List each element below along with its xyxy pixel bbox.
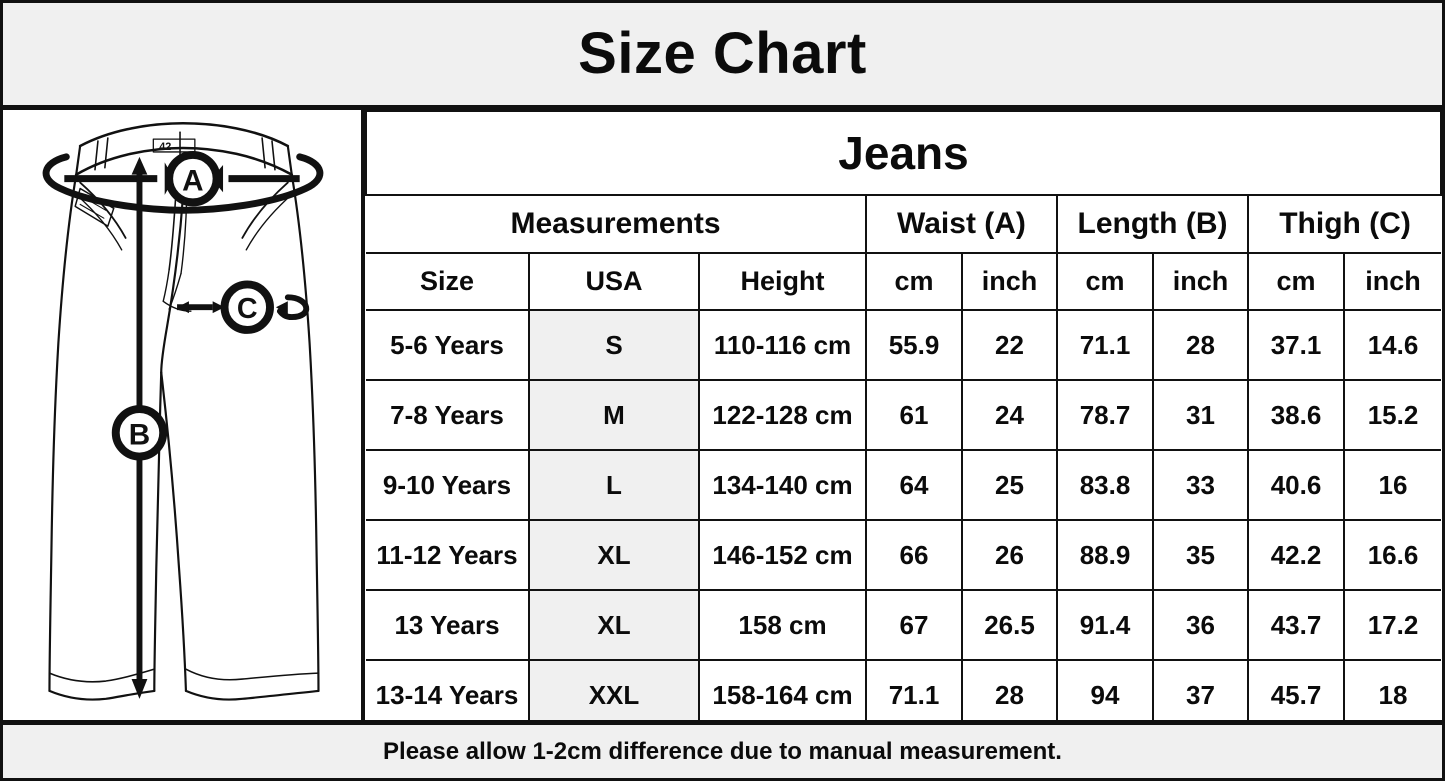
group-header-measurements: Measurements — [366, 194, 867, 254]
cell-thigh-cm: 42.2 — [1247, 519, 1345, 591]
cell-waist-inch: 26 — [961, 519, 1058, 591]
cell-usa: XL — [528, 589, 700, 661]
group-header-length: Length (B) — [1056, 194, 1249, 254]
cell-usa: M — [528, 379, 700, 451]
cell-thigh-cm: 43.7 — [1247, 589, 1345, 661]
cell-waist-inch: 24 — [961, 379, 1058, 451]
cell-size: 13 Years — [366, 589, 530, 661]
table-row: 13 Years XL 158 cm 67 26.5 91.4 36 43.7 … — [366, 589, 1442, 661]
column-header-usa: USA — [528, 252, 700, 311]
cell-waist-cm: 64 — [865, 449, 963, 521]
cell-length-inch: 36 — [1152, 589, 1249, 661]
cell-size: 7-8 Years — [366, 379, 530, 451]
cell-length-inch: 33 — [1152, 449, 1249, 521]
cell-waist-cm: 66 — [865, 519, 963, 591]
product-title-row: Jeans — [364, 110, 1443, 196]
marker-a-label: A — [182, 165, 203, 198]
cell-size: 13-14 Years — [366, 659, 530, 730]
cell-height: 146-152 cm — [698, 519, 867, 591]
jeans-diagram-icon: 42 A B — [42, 121, 324, 701]
table-row: 7-8 Years M 122-128 cm 61 24 78.7 31 38.… — [366, 379, 1442, 451]
cell-height: 122-128 cm — [698, 379, 867, 451]
marker-b-label: B — [129, 419, 150, 452]
footer-note-bar: Please allow 1-2cm difference due to man… — [3, 720, 1442, 778]
column-header-thigh-cm: cm — [1247, 252, 1345, 311]
marker-c-group: C — [177, 280, 310, 334]
group-header-waist: Waist (A) — [865, 194, 1058, 254]
cell-thigh-inch: 16.6 — [1342, 519, 1442, 591]
cell-thigh-inch: 17.2 — [1342, 589, 1442, 661]
cell-length-cm: 88.9 — [1056, 519, 1154, 591]
cell-length-inch: 37 — [1152, 659, 1249, 730]
measurements-table-panel: Jeans Measurements Waist (A) Length (B) … — [364, 110, 1443, 730]
cell-length-cm: 71.1 — [1056, 309, 1154, 381]
column-header-length-cm: cm — [1056, 252, 1154, 311]
size-table: Jeans Measurements Waist (A) Length (B) … — [364, 110, 1443, 730]
cell-length-inch: 31 — [1152, 379, 1249, 451]
column-header-thigh-inch: inch — [1342, 252, 1442, 311]
marker-c-label: C — [237, 293, 258, 325]
cell-usa: S — [528, 309, 700, 381]
column-header-waist-cm: cm — [865, 252, 963, 311]
column-header-waist-inch: inch — [961, 252, 1058, 311]
column-header-size: Size — [366, 252, 530, 311]
column-header-height: Height — [698, 252, 867, 311]
cell-thigh-cm: 40.6 — [1247, 449, 1345, 521]
cell-length-cm: 83.8 — [1056, 449, 1154, 521]
page-title: Size Chart — [578, 21, 867, 86]
sub-header-row: Size USA Height cm inch cm inch cm inch — [366, 252, 1442, 311]
cell-waist-inch: 22 — [961, 309, 1058, 381]
cell-thigh-inch: 16 — [1342, 449, 1442, 521]
cell-size: 11-12 Years — [366, 519, 530, 591]
cell-length-inch: 28 — [1152, 309, 1249, 381]
footer-note: Please allow 1-2cm difference due to man… — [383, 737, 1062, 765]
chart-title-bar: Size Chart — [3, 3, 1442, 110]
column-header-length-inch: inch — [1152, 252, 1249, 311]
cell-size: 9-10 Years — [366, 449, 530, 521]
cell-length-inch: 35 — [1152, 519, 1249, 591]
cell-thigh-cm: 45.7 — [1247, 659, 1345, 730]
cell-thigh-cm: 37.1 — [1247, 309, 1345, 381]
cell-thigh-inch: 15.2 — [1342, 379, 1442, 451]
cell-usa: L — [528, 449, 700, 521]
marker-b-group: B — [111, 156, 168, 699]
table-row: 13-14 Years XXL 158-164 cm 71.1 28 94 37… — [366, 659, 1442, 730]
cell-waist-cm: 67 — [865, 589, 963, 661]
table-row: 5-6 Years S 110-116 cm 55.9 22 71.1 28 3… — [366, 309, 1442, 381]
group-header-row: Measurements Waist (A) Length (B) Thigh … — [366, 194, 1442, 254]
cell-length-cm: 94 — [1056, 659, 1154, 730]
table-row: 11-12 Years XL 146-152 cm 66 26 88.9 35 … — [366, 519, 1442, 591]
cell-usa: XXL — [528, 659, 700, 730]
cell-height: 134-140 cm — [698, 449, 867, 521]
cell-waist-cm: 55.9 — [865, 309, 963, 381]
cell-waist-cm: 71.1 — [865, 659, 963, 730]
cell-length-cm: 78.7 — [1056, 379, 1154, 451]
cell-waist-inch: 25 — [961, 449, 1058, 521]
cell-height: 158 cm — [698, 589, 867, 661]
cell-thigh-cm: 38.6 — [1247, 379, 1345, 451]
chart-body: 42 A B — [3, 110, 1443, 730]
cell-waist-inch: 28 — [961, 659, 1058, 730]
table-row: 9-10 Years L 134-140 cm 64 25 83.8 33 40… — [366, 449, 1442, 521]
marker-a-group: A — [42, 150, 324, 214]
jeans-illustration-panel: 42 A B — [3, 110, 365, 720]
cell-height: 110-116 cm — [698, 309, 867, 381]
cell-size: 5-6 Years — [366, 309, 530, 381]
cell-thigh-inch: 14.6 — [1342, 309, 1442, 381]
cell-waist-cm: 61 — [865, 379, 963, 451]
product-title: Jeans — [364, 110, 1443, 196]
waistband-label: 42 — [159, 141, 171, 153]
cell-length-cm: 91.4 — [1056, 589, 1154, 661]
cell-waist-inch: 26.5 — [961, 589, 1058, 661]
cell-thigh-inch: 18 — [1342, 659, 1442, 730]
cell-height: 158-164 cm — [698, 659, 867, 730]
cell-usa: XL — [528, 519, 700, 591]
group-header-thigh: Thigh (C) — [1246, 194, 1442, 254]
